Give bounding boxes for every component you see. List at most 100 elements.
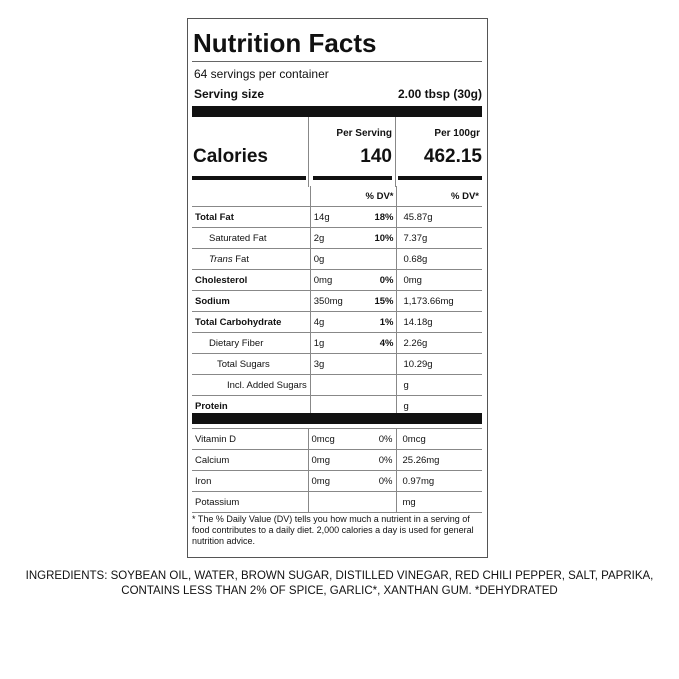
amount: 1g [313,337,325,349]
name: Total Sugars [217,358,270,370]
row: Total Carbohydrate 4g 1% 14.18g [192,311,482,333]
amount-cell: 4g 1% [309,311,398,333]
name-cell: Potassium [192,491,309,513]
bar [398,176,482,180]
per-100: 0.97mg [395,470,482,492]
name: Vitamin D [195,433,237,445]
name: Fat [232,253,249,265]
amount-wrap: 1g 4% [314,338,394,349]
amount-wrap: 14g 18% [314,212,394,223]
row: Iron 0mg 0% 0.97mg [192,470,482,492]
name-cell: Cholesterol [192,269,311,291]
amount-wrap: 4g 1% [314,317,394,328]
dv: 0% [378,475,393,487]
row: Incl. Added Sugars g [192,374,482,396]
calories-label: Calories [193,146,268,167]
ingredients-line: CONTAINS LESS THAN 2% OF SPICE, GARLIC*,… [121,585,558,597]
servings: 64 servings per container [194,67,329,81]
row: Total Fat 14g 18% 45.87g [192,206,482,228]
dv: 0% [378,433,393,445]
amount: 0g [313,253,325,265]
footnote: * The % Daily Value (DV) tells you how m… [192,514,474,546]
amount: 0mg [311,454,330,466]
thick-bar [192,413,482,424]
dv: 0% [378,454,393,466]
divider [308,117,309,187]
row: Cholesterol 0mg 0% 0mg [192,269,482,291]
amount-wrap: 0mg 0% [314,275,394,286]
bar [192,176,306,180]
dv: 4% [379,337,394,349]
amount: 3g [313,358,325,370]
per-100: g [396,374,482,396]
dv: 1% [379,316,394,328]
name: Total Fat [195,211,234,223]
amount-cell: 2g 10% [309,227,398,249]
name: Potassium [195,496,240,508]
row: Potassium mg [192,491,482,513]
amount: 14g [313,211,330,223]
amount-cell: 3g [309,353,398,375]
name: Incl. Added Sugars [227,379,307,391]
dv: 0% [379,274,394,286]
per-100: 0mcg [395,428,482,450]
name-cell: Total Carbohydrate [192,311,311,333]
per-100-head: Per 100gr [434,128,480,139]
label-box [187,18,488,558]
amount-cell: 14g 18% [309,206,398,228]
per-100: mg [395,491,482,513]
row: Saturated Fat 2g 10% 7.37g [192,227,482,249]
name-cell: Vitamin D [192,428,309,450]
amount: 0mcg [311,433,335,445]
row: Vitamin D 0mcg 0% 0mcg [192,428,482,450]
per-100: 10.29g [396,353,482,375]
per-100: 14.18g [396,311,482,333]
name-italic: Trans [209,253,233,265]
name-cell: Calcium [192,449,309,471]
name: Total Carbohydrate [195,316,282,328]
vitamin-table: Vitamin D 0mcg 0% 0mcg Calcium 0mg 0% 25.26mg Ir… [192,428,482,513]
per-100: 1,173.66mg [396,290,482,312]
dv-head: % DV* [309,186,398,207]
amount: 0mg [313,274,333,286]
row: Sodium 350mg 15% 1,173.66mg [192,290,482,312]
per-100: 2.26g [396,332,482,354]
name: Iron [195,475,212,487]
amount-cell [307,491,397,513]
per-100: 25.26mg [395,449,482,471]
amount-cell: 0mcg 0% [307,428,397,450]
row: Total Sugars 3g 10.29g [192,353,482,375]
amount: 0mg [311,475,330,487]
title: Nutrition Facts [193,28,377,58]
name-cell: Dietary Fiber [192,332,311,354]
name-cell: Trans Fat [192,248,311,270]
serving-size: 2.00 tbsp (30g) [397,87,482,101]
name: Sodium [195,295,230,307]
name-cell: Saturated Fat [192,227,311,249]
row: Dietary Fiber 1g 4% 2.26g [192,332,482,354]
name-cell: Sodium [192,290,311,312]
amount-wrap: 3g [314,359,394,370]
amount-wrap: 0mg 0% [312,455,393,466]
amount-wrap: 0mcg 0% [312,434,393,445]
name-cell: Total Sugars [192,353,311,375]
name: Calcium [195,454,230,466]
calories-per-100: 462.15 [423,146,482,167]
row: Calcium 0mg 0% 25.26mg [192,449,482,471]
name: Cholesterol [195,274,248,286]
serving-size-label: Serving size [194,87,265,101]
amount-wrap: 350mg 15% [314,296,394,307]
per-100: 0.68g [396,248,482,270]
amount: 350mg [313,295,343,307]
nutrient-table: % DV*% DV* Total Fat 14g 18% 45.87g Saturate… [192,186,482,417]
amount-cell: 0g [309,248,398,270]
dv-head: % DV* [396,186,482,207]
amount: 4g [313,316,325,328]
name: Saturated Fat [209,232,267,244]
amount-cell: 0mg 0% [307,470,397,492]
amount-wrap: 2g 10% [314,233,394,244]
divider [395,117,396,187]
amount: 2g [313,232,325,244]
ingredients: INGREDIENTS: SOYBEAN OIL, WATER, BROWN S… [0,569,679,599]
